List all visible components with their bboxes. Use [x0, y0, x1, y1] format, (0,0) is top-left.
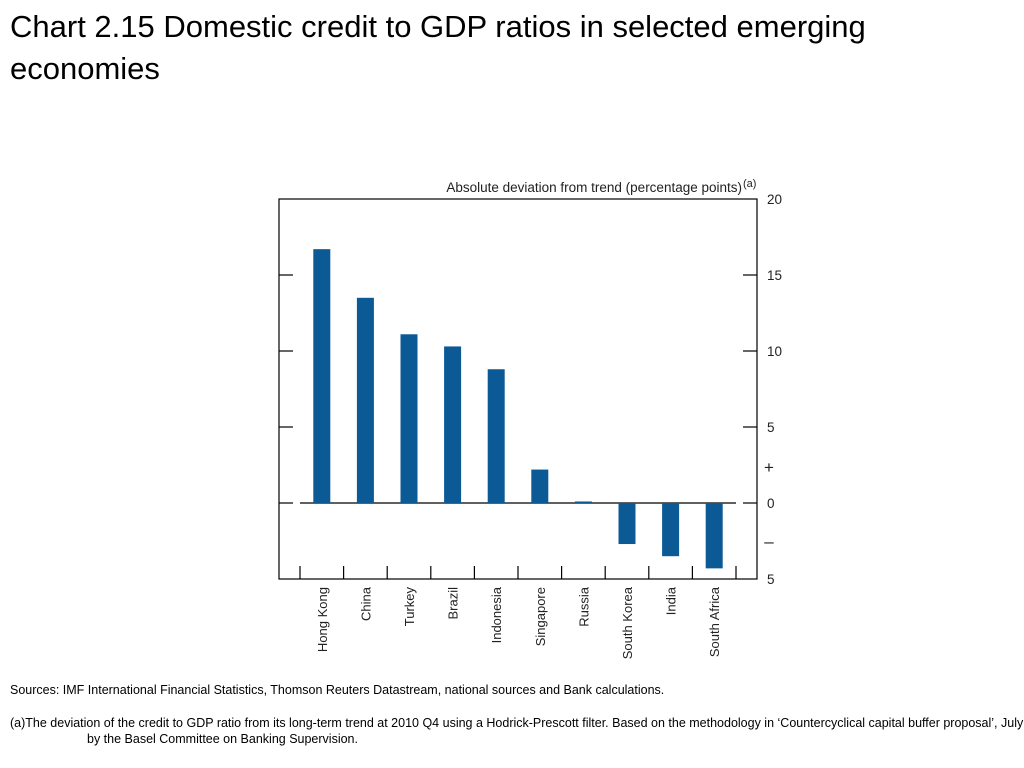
- plot-frame: [278, 198, 758, 580]
- bar-turkey: [400, 334, 418, 503]
- plus-sign: +: [764, 458, 774, 477]
- x-tick-label: South Korea: [620, 586, 635, 659]
- bars: [313, 249, 723, 569]
- x-tick-label: Indonesia: [489, 586, 504, 643]
- bar-hong-kong: [313, 249, 331, 503]
- y-tick-label: 0: [767, 496, 775, 511]
- x-tick-labels: Hong Kong China Turkey Brazil Indonesia Singa…: [315, 586, 722, 659]
- x-tick-label: Brazil: [446, 587, 461, 620]
- bar-indonesia: [487, 369, 505, 503]
- x-tick-label: Singapore: [533, 587, 548, 646]
- bar-china: [356, 297, 374, 503]
- y-tick-label: 5: [767, 572, 775, 587]
- y-axis-label-main: Absolute deviation from trend (percentag…: [446, 180, 742, 195]
- bar-south-korea: [618, 503, 636, 545]
- y-tick-label: 15: [767, 268, 782, 283]
- bar-india: [662, 503, 680, 557]
- y-tick-label: 10: [767, 344, 782, 359]
- x-tick-label: Hong Kong: [315, 587, 330, 652]
- x-tick-label: South Africa: [707, 586, 722, 657]
- x-tick-label: China: [358, 586, 373, 621]
- x-tick-label: Turkey: [402, 587, 417, 627]
- footnote: (a)The deviation of the credit to GDP ra…: [10, 716, 1024, 746]
- bar-south-africa: [705, 503, 723, 569]
- x-tick-label: Russia: [576, 586, 591, 627]
- y-axis-label: Absolute deviation from trend (percentag…: [446, 180, 742, 195]
- x-tick-label: India: [664, 586, 679, 615]
- bar-brazil: [444, 346, 462, 503]
- y-tick-label: 20: [767, 192, 782, 207]
- slide-title: Chart 2.15 Domestic credit to GDP ratios…: [10, 9, 866, 86]
- bar-russia: [574, 501, 592, 503]
- y-tick-label: 5: [767, 420, 775, 435]
- bar-chart: Absolute deviation from trend (percentag…: [278, 178, 782, 659]
- sources-note: Sources: IMF International Financial Sta…: [10, 683, 665, 697]
- minus-sign: –: [764, 532, 774, 551]
- y-axis-label-superscript: (a): [743, 178, 756, 190]
- bar-singapore: [531, 469, 549, 503]
